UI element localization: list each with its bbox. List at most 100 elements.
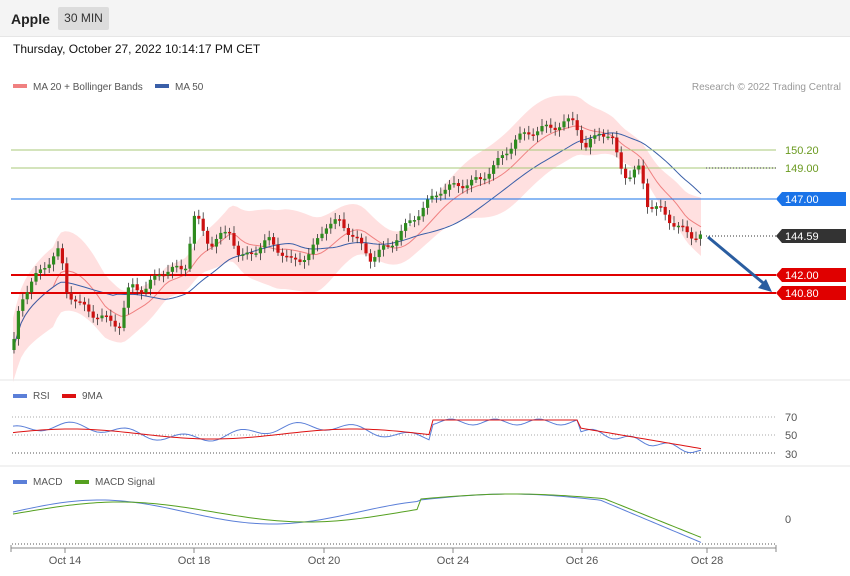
candle-body: [140, 290, 144, 293]
candle-body: [584, 142, 588, 148]
level-tag-red: [776, 268, 846, 282]
top-bar: Apple 30 MIN: [0, 0, 850, 37]
candle-body: [685, 226, 689, 233]
candle-body: [597, 133, 601, 136]
candle-body: [43, 268, 47, 270]
candle-body: [672, 223, 676, 227]
candle-body: [346, 228, 350, 235]
candle-body: [531, 134, 535, 136]
macd-signal-line: [12, 493, 702, 538]
candlesticks: [12, 111, 702, 354]
candle-body: [518, 133, 522, 140]
rsi-legend-swatch: [13, 394, 27, 398]
candle-body: [676, 225, 680, 228]
candle-body: [368, 253, 372, 262]
rsi-line: [12, 418, 702, 454]
timeframe-badge[interactable]: 30 MIN: [58, 7, 109, 30]
candle-body: [188, 243, 192, 269]
instrument-title: Apple: [11, 11, 50, 27]
candle-body: [624, 168, 628, 179]
candle-body: [285, 255, 289, 258]
last-price-tag: [776, 229, 846, 243]
candle-body: [553, 127, 557, 131]
candle-body: [210, 243, 214, 247]
candle-body: [606, 136, 610, 139]
candle-body: [690, 232, 694, 239]
candle-body: [668, 214, 672, 224]
candle-body: [104, 315, 108, 318]
x-tick-label: Oct 26: [566, 555, 598, 567]
candle-body: [465, 185, 469, 189]
candle-body: [47, 264, 51, 269]
ma20-line: [12, 125, 702, 351]
candle-body: [113, 320, 117, 327]
candle-body: [412, 220, 416, 222]
candle-body: [153, 275, 157, 280]
candle-body: [118, 326, 122, 329]
x-axis-ticks: Oct 14 Oct 18 Oct 20 Oct 24 Oct 26 Oct 28: [10, 545, 777, 567]
candle-body: [16, 310, 20, 339]
research-credit: Research © 2022 Trading Central: [692, 82, 841, 93]
candle-body: [514, 139, 518, 149]
rsi9-legend-label: 9MA: [82, 391, 103, 402]
candle-body: [628, 177, 632, 179]
candle-body: [417, 216, 421, 221]
x-tick-label: Oct 24: [437, 555, 469, 567]
candle-body: [175, 265, 179, 268]
candle-body: [184, 268, 188, 271]
candle-body: [267, 237, 271, 241]
candle-body: [610, 136, 614, 139]
candle-body: [500, 155, 504, 159]
candle-body: [82, 301, 86, 305]
candle-body: [522, 132, 526, 134]
candle-body: [25, 292, 29, 300]
candle-body: [474, 177, 478, 180]
level-lines: [11, 149, 776, 294]
candle-body: [91, 311, 95, 318]
rsi-legend-label: RSI: [33, 391, 50, 402]
candle-body: [250, 252, 254, 255]
candle-body: [663, 206, 667, 215]
candle-body: [448, 184, 452, 190]
level-label-red: 140.80: [785, 288, 819, 300]
candle-body: [496, 158, 500, 166]
candle-body: [166, 271, 170, 276]
level-label-green: 150.20: [785, 145, 819, 157]
candle-body: [408, 220, 412, 224]
candle-body: [399, 230, 403, 241]
level-label-red: 142.00: [785, 270, 819, 282]
level-tags: 150.20 149.00 147.00 144.59 142.00 140.80: [776, 145, 846, 300]
candle-body: [351, 234, 355, 237]
candle-body: [21, 299, 25, 311]
macd-signal-legend-label: MACD Signal: [95, 477, 155, 488]
candle-body: [338, 219, 342, 221]
candle-body: [588, 138, 592, 148]
candle-body: [206, 230, 210, 244]
candle-body: [228, 231, 232, 234]
candle-body: [289, 256, 293, 258]
candle-body: [377, 249, 381, 258]
candle-body: [593, 135, 597, 139]
candle-body: [443, 189, 447, 194]
x-tick-label: Oct 28: [691, 555, 723, 567]
candle-body: [320, 233, 324, 239]
candle-body: [87, 304, 91, 312]
candle-body: [386, 245, 390, 247]
candle-body: [126, 287, 130, 308]
candle-body: [637, 165, 641, 170]
candle-body: [179, 265, 183, 270]
candle-body: [122, 307, 126, 328]
candle-body: [509, 148, 513, 154]
candle-body: [562, 121, 566, 128]
candle-body: [355, 236, 359, 239]
candle-body: [478, 177, 482, 180]
candle-body: [698, 234, 702, 239]
candle-body: [549, 124, 553, 128]
x-tick-label: Oct 18: [178, 555, 210, 567]
candle-body: [659, 206, 663, 208]
candle-body: [30, 281, 34, 293]
candle-body: [505, 153, 509, 156]
candle-body: [619, 152, 623, 169]
candle-body: [540, 126, 544, 132]
